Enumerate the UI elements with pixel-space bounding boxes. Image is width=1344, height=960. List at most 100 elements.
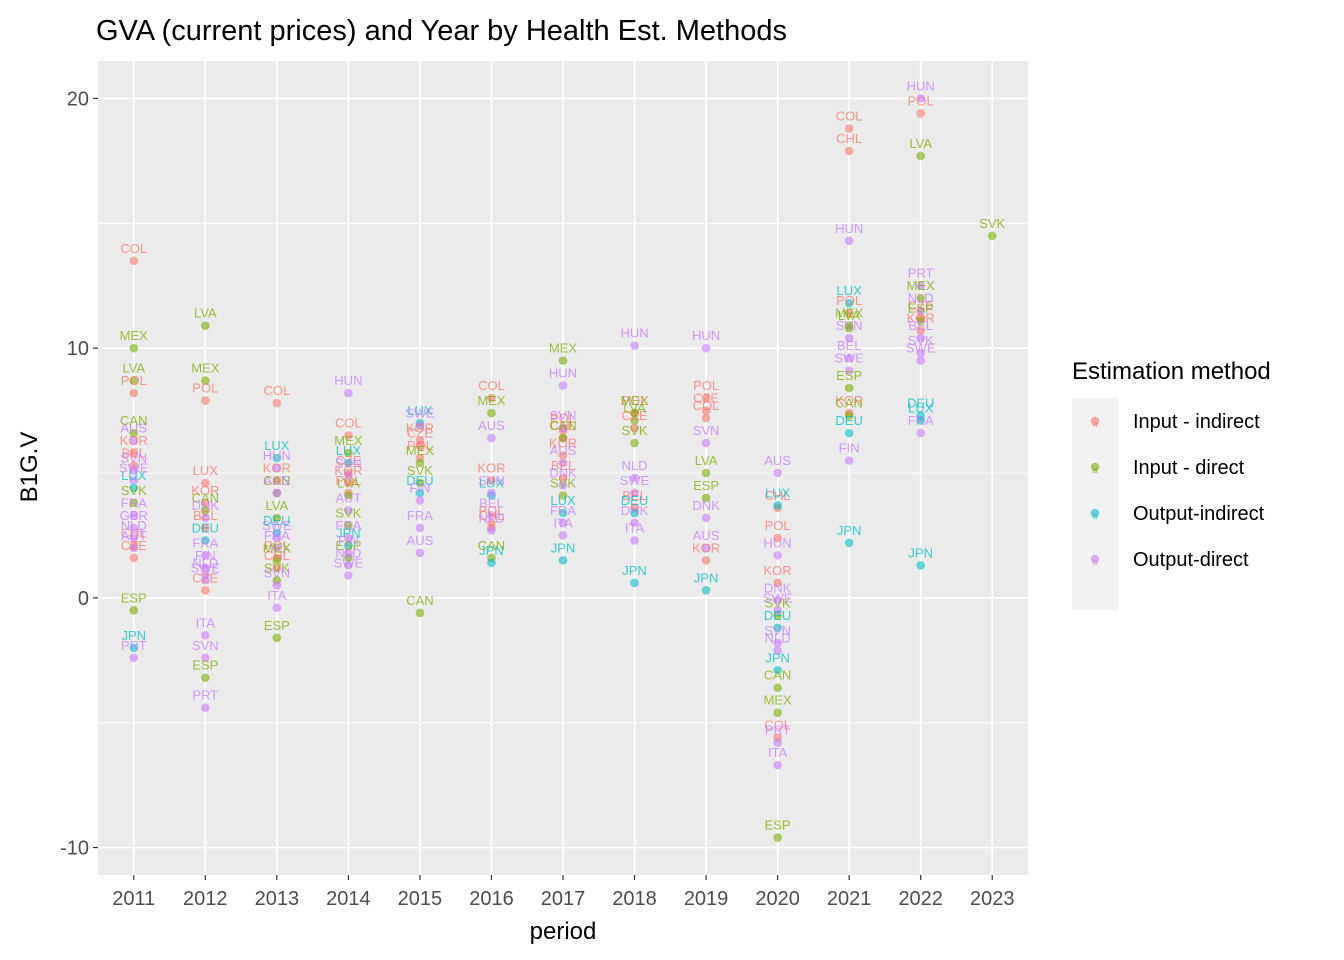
- point-label: DEU: [764, 608, 791, 623]
- x-tick-label: 2014: [326, 888, 371, 910]
- x-tick-label: 2015: [398, 888, 443, 910]
- data-point: [201, 563, 210, 573]
- point-label: JPN: [837, 523, 862, 538]
- point-label: SWE: [119, 460, 149, 475]
- point-label: FRA: [335, 518, 361, 533]
- point-label: CZE: [622, 408, 648, 423]
- point-label: ITA: [553, 515, 573, 530]
- data-point: [558, 356, 568, 365]
- point-label: HUN: [620, 326, 648, 341]
- data-point: [344, 521, 353, 530]
- point-label: KOR: [907, 311, 935, 326]
- point-label: PRT: [765, 723, 791, 738]
- point-label: BEL: [121, 446, 146, 461]
- data-point: [630, 408, 639, 418]
- data-point: [773, 738, 782, 747]
- data-point: [558, 381, 568, 390]
- point-label: GBR: [120, 508, 148, 523]
- point-label: KOR: [835, 393, 863, 408]
- y-tick-label: 0: [78, 588, 89, 610]
- y-axis: -10 0 10 20: [60, 88, 98, 860]
- data-point: [344, 561, 353, 570]
- data-point: [344, 478, 353, 488]
- data-point: [415, 523, 425, 533]
- data-point: [701, 468, 711, 478]
- point-label: POL: [836, 293, 862, 308]
- legend-label: Input - direct: [1133, 457, 1245, 479]
- data-point: [129, 343, 139, 353]
- legend-label: Output-indirect: [1133, 503, 1265, 525]
- point-label: SVK: [407, 463, 433, 478]
- data-point: [129, 643, 139, 653]
- data-point: [916, 293, 925, 303]
- data-point: [272, 603, 282, 613]
- point-label: CZE: [335, 453, 361, 468]
- data-point: [844, 236, 854, 246]
- data-point: [916, 348, 925, 358]
- point-label: COL: [478, 378, 505, 393]
- data-point: [701, 413, 711, 423]
- point-label: DEU: [263, 513, 290, 528]
- data-point: [844, 366, 854, 375]
- point-label: LUX: [264, 438, 290, 453]
- point-label: POL: [264, 538, 290, 553]
- data-point: [201, 576, 210, 585]
- data-point: [558, 508, 568, 518]
- data-point: [773, 606, 782, 615]
- point-label: SVN: [693, 423, 720, 438]
- point-label: SWE: [190, 560, 220, 575]
- data-point: [129, 466, 139, 475]
- point-label: CZE: [908, 298, 934, 313]
- x-tick-label: 2022: [898, 888, 943, 910]
- point-label: MEX: [764, 693, 793, 708]
- data-point: [344, 533, 353, 543]
- data-point: [773, 665, 782, 675]
- data-point: [844, 538, 854, 548]
- point-label: SVK: [979, 216, 1005, 231]
- point-label: SVK: [335, 505, 361, 520]
- point-label: SWE: [834, 351, 864, 366]
- point-label: LUX: [550, 493, 576, 508]
- point-label: ITA: [625, 520, 645, 535]
- chart-title: GVA (current prices) and Year by Health …: [96, 15, 787, 47]
- point-label: DEU: [835, 413, 862, 428]
- data-point: [201, 630, 210, 640]
- data-point: [344, 571, 353, 580]
- point-label: ESP: [836, 368, 862, 383]
- point-label: DEU: [192, 520, 219, 535]
- data-point: [558, 481, 568, 490]
- data-point: [630, 488, 639, 498]
- point-label: LUX: [837, 283, 863, 298]
- point-label: CHL: [478, 508, 504, 523]
- data-point: [630, 518, 639, 528]
- data-point: [558, 473, 568, 483]
- data-point: [487, 526, 496, 535]
- x-axis-title: period: [530, 918, 597, 945]
- point-label: FRA: [407, 508, 433, 523]
- point-label: POL: [478, 503, 504, 518]
- data-point: [558, 556, 568, 565]
- data-point: [558, 458, 568, 468]
- data-point: [272, 581, 282, 590]
- point-label: FIN: [409, 480, 430, 495]
- legend-key-glyph: a: [1092, 419, 1097, 429]
- point-label: HUN: [263, 448, 291, 463]
- point-label: COL: [836, 108, 863, 123]
- data-point: [916, 281, 925, 291]
- data-point: [916, 109, 925, 118]
- point-label: COL: [120, 241, 147, 256]
- point-label: ESP: [693, 478, 719, 493]
- data-point: [487, 433, 496, 443]
- data-point: [129, 511, 139, 520]
- data-point: [201, 653, 210, 663]
- point-label: JPN: [336, 525, 361, 540]
- point-label: HUN: [334, 373, 362, 388]
- point-label: NLD: [478, 510, 504, 525]
- data-point: [201, 376, 210, 385]
- data-point: [487, 558, 496, 568]
- data-point: [844, 411, 854, 420]
- data-point: [201, 673, 210, 683]
- data-point: [487, 476, 496, 485]
- point-label: MEX: [120, 328, 149, 343]
- data-point: [272, 543, 282, 553]
